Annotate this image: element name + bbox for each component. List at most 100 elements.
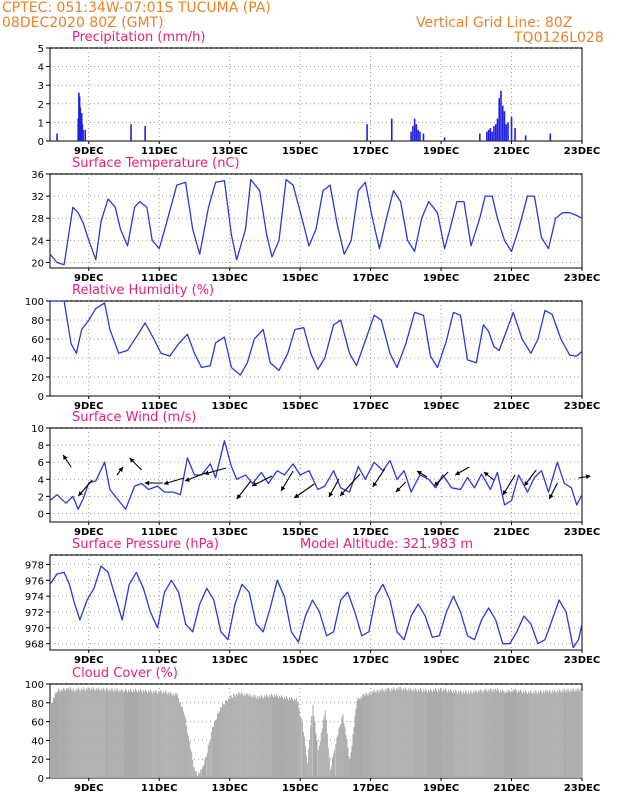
cloud-area-column bbox=[403, 689, 405, 778]
cloud-area-column bbox=[519, 692, 521, 778]
cloud-area-column bbox=[504, 691, 506, 778]
cloud-area-column bbox=[87, 686, 89, 778]
header-grid-line: Vertical Grid Line: 80Z bbox=[416, 15, 573, 31]
cloud-area-column bbox=[410, 689, 412, 778]
cloud-area-column bbox=[119, 689, 121, 778]
cloud-area-column bbox=[276, 696, 278, 778]
cloud-area-column bbox=[413, 690, 415, 778]
cloud-area-column bbox=[406, 691, 408, 778]
wind-xtick-label: 9DEC bbox=[74, 527, 103, 538]
cloud-area-column bbox=[362, 694, 364, 778]
cloud-area-column bbox=[288, 700, 290, 778]
header-datetime: 08DEC2020 80Z (GMT) bbox=[2, 15, 164, 31]
cloud-area-column bbox=[475, 689, 477, 778]
precip-bar bbox=[501, 105, 504, 141]
cloud-area-column bbox=[139, 691, 141, 778]
cloud-area-column bbox=[401, 690, 403, 778]
cloud-area-column bbox=[437, 688, 439, 778]
cloud-area-column bbox=[80, 688, 82, 778]
pressure-xtick-label: 23DEC bbox=[564, 655, 600, 666]
cloud-area-column bbox=[369, 693, 371, 778]
cloud-area-column bbox=[248, 696, 250, 778]
temp-xtick-label: 11DEC bbox=[141, 273, 177, 284]
rh-ytick-label: 20 bbox=[31, 373, 44, 384]
cloud-area-column bbox=[132, 689, 134, 778]
precip-bar bbox=[549, 133, 552, 141]
wind-xtick-label: 15DEC bbox=[282, 527, 318, 538]
cloud-area-column bbox=[456, 691, 458, 778]
cloud-area-column bbox=[115, 691, 117, 778]
pressure-xtick-label: 15DEC bbox=[282, 655, 318, 666]
cloud-area-column bbox=[337, 735, 339, 778]
cloud-area-column bbox=[255, 696, 257, 778]
cloud-ytick-label: 100 bbox=[25, 680, 44, 691]
cloud-area-column bbox=[384, 689, 386, 778]
cloud-area-column bbox=[314, 722, 316, 778]
precip-bar bbox=[144, 126, 146, 141]
cloud-area-column bbox=[146, 691, 148, 778]
cloud-area-column bbox=[65, 691, 67, 778]
cloud-area-column bbox=[155, 689, 157, 778]
cloud-area-column bbox=[179, 702, 181, 778]
wind-arrow-head bbox=[395, 487, 401, 492]
cloud-area-column bbox=[250, 695, 252, 778]
cloud-area-column bbox=[307, 762, 309, 778]
cloud-area-column bbox=[228, 697, 230, 778]
cloud-xtick-label: 19DEC bbox=[423, 783, 459, 794]
wind-xtick-label: 11DEC bbox=[141, 527, 177, 538]
cloud-area-column bbox=[490, 688, 492, 778]
cloud-area-column bbox=[431, 692, 433, 778]
cloud-area-column bbox=[268, 694, 270, 778]
cloud-area-column bbox=[331, 765, 333, 778]
cloud-area-column bbox=[462, 693, 464, 778]
cloud-area-column bbox=[351, 745, 353, 778]
cloud-area-column bbox=[332, 757, 334, 778]
wind-arrow-head bbox=[524, 481, 529, 486]
cloud-area-column bbox=[347, 747, 349, 778]
cloud-area-column bbox=[436, 691, 438, 778]
cloud-area-column bbox=[464, 693, 466, 778]
cloud-area-column bbox=[407, 688, 409, 778]
precip-bar bbox=[56, 133, 58, 141]
cloud-area-column bbox=[408, 690, 410, 778]
cloud-area-column bbox=[258, 696, 260, 778]
precip-panel: 0 1 2 3 4 5 9DEC 11DEC 13DEC 15DEC 17DEC 19DEC 21DEC… bbox=[38, 30, 601, 157]
cloud-area-column bbox=[376, 689, 378, 778]
cloud-area-column bbox=[312, 704, 314, 778]
cloud-area-column bbox=[459, 692, 461, 778]
cloud-area-column bbox=[230, 695, 232, 778]
cloud-area-column bbox=[173, 693, 175, 778]
precip-ytick-label: 2 bbox=[38, 100, 44, 111]
cloud-area-column bbox=[129, 688, 131, 778]
cloud-area-column bbox=[163, 691, 165, 778]
pressure-title: Surface Pressure (hPa) bbox=[72, 537, 219, 552]
cloud-area-column bbox=[522, 693, 524, 778]
cloud-area-column bbox=[197, 776, 199, 778]
cloud-area-column bbox=[309, 739, 311, 778]
cloud-area-column bbox=[517, 692, 519, 778]
cloud-area-column bbox=[393, 687, 395, 778]
cloud-area-column bbox=[340, 724, 342, 778]
cloud-area-column bbox=[145, 689, 147, 778]
cloud-area-column bbox=[538, 691, 540, 778]
cloud-area-column bbox=[370, 694, 372, 778]
cloud-area-column bbox=[318, 745, 320, 778]
cloud-area-column bbox=[257, 696, 259, 778]
cloud-area-column bbox=[315, 733, 317, 778]
cloud-area-column bbox=[526, 692, 528, 778]
cloud-area-column bbox=[451, 690, 453, 778]
cloud-area-column bbox=[181, 706, 183, 778]
cloud-area-column bbox=[493, 688, 495, 778]
cloud-area-column bbox=[97, 687, 99, 778]
cloud-area-column bbox=[546, 691, 548, 778]
cloud-area-column bbox=[290, 699, 292, 778]
cloud-area-column bbox=[365, 692, 367, 778]
cloud-area-column bbox=[262, 698, 264, 778]
cloud-area-column bbox=[187, 735, 189, 778]
temp-xtick-label: 23DEC bbox=[564, 273, 600, 284]
cloud-area-column bbox=[219, 711, 221, 778]
cloud-area-column bbox=[335, 744, 337, 778]
cloud-area-column bbox=[192, 767, 194, 778]
cloud-area-column bbox=[311, 715, 313, 778]
cloud-area-column bbox=[371, 691, 373, 778]
